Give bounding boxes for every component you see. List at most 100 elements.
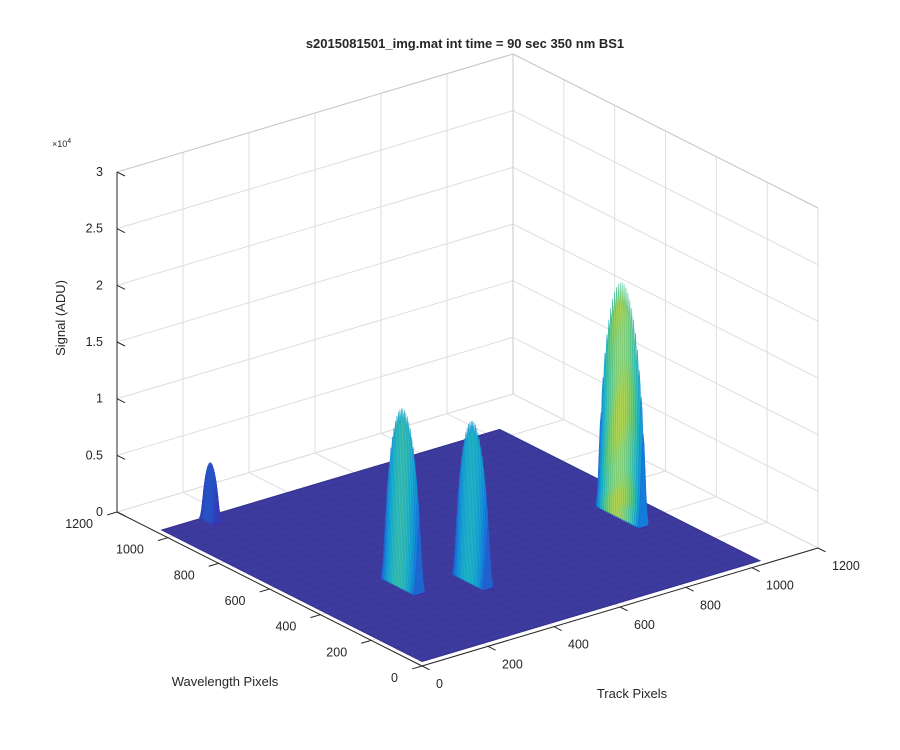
surface-texture-line [283,490,622,592]
z-exponent-power: 4 [67,138,71,145]
surface-texture-line [170,433,509,535]
z-tick-mark [116,454,126,460]
x-tick-label: 1000 [766,579,794,593]
surface-texture-line [278,488,617,590]
z-tick-mark [116,228,126,234]
y-tick-label: 0 [391,671,398,685]
peak-slice [482,524,494,591]
x-tick-label: 400 [568,638,589,652]
surface-texture-line [274,486,613,588]
x-tick-mark [751,567,760,572]
z-tick-label: 1 [96,392,103,406]
surface-texture-line [400,549,739,651]
z-axis-label: Signal (ADU) [53,280,68,356]
x-tick-mark [685,586,694,592]
surface-texture-line [335,516,674,618]
z-tick-label: 0.5 [86,448,103,462]
surface-texture-line [261,479,600,581]
z-tick-label: 2.5 [86,222,103,236]
surface-texture-line [213,455,552,557]
grid-line [512,336,819,492]
tick-labels: 0200400600800100012000200400600800100012… [65,165,860,691]
grid-line [116,336,514,456]
x-tick-label: 0 [436,677,443,691]
grid-line [116,223,514,343]
surface-peak [594,282,651,530]
surface-texture-line [178,437,518,540]
surface-texture-line [339,518,678,621]
z-tick-mark [116,284,126,290]
surface-texture-line [361,529,700,632]
surface-texture-line [378,538,717,640]
peak-slice [413,523,425,596]
surface-texture-line [265,481,604,583]
y-tick-mark [208,562,219,567]
surface-peak [199,462,223,526]
z-exponent-base: ×10 [52,139,67,149]
surface-texture-line [421,560,761,662]
surface-texture-line [408,553,747,656]
surface-texture-line [365,532,704,634]
y-tick-label: 200 [326,645,347,659]
z-tick-mark [116,398,126,404]
z-axis-exponent: ×104 [52,138,71,149]
grid-line [116,280,514,400]
y-tick-mark [361,639,372,644]
surface-texture-line [257,477,596,579]
peak-slice [640,525,651,530]
x-tick-label: 1200 [832,559,860,573]
surface-texture-line [165,431,505,533]
grid-line [512,166,819,322]
box-edge [512,53,819,209]
grid-line [512,110,819,266]
z-tick-mark [116,341,126,347]
grid-line [116,166,514,286]
chart-title: s2015081501_img.mat int time = 90 sec 35… [306,36,624,51]
surface-texture-line [374,536,713,638]
z-tick-mark [116,171,126,177]
surface-texture-line [252,475,591,577]
grid-line [116,393,514,513]
peak-slice [213,499,222,526]
surface-texture-line [404,551,743,653]
surface-peak [379,408,426,597]
surface-texture-line [391,545,730,647]
y-tick-mark [259,588,270,593]
x-tick-mark [553,626,562,631]
grid-line [116,110,514,230]
y-tick-mark [411,665,423,670]
y-tick-label: 1200 [65,517,93,531]
surface-texture-line [270,483,609,586]
surface-plot [160,282,762,663]
surface-peak [451,421,495,592]
box-edge [116,53,514,173]
surface-texture-line [387,542,726,645]
x-axis-label: Track Pixels [597,686,668,701]
y-tick-mark [157,537,168,542]
x-tick-label: 600 [634,618,655,632]
y-tick-label: 600 [225,594,246,608]
grid-line [512,280,819,436]
surface-texture-line [205,450,544,553]
y-tick-label: 800 [174,568,195,582]
surface-texture-line [322,510,661,612]
x-tick-mark [817,547,826,553]
surface-texture-line [174,435,513,537]
surface-texture-line [330,514,669,616]
z-tick-label: 1.5 [86,335,103,349]
y-axis-label: Wavelength Pixels [172,674,279,689]
surface-texture-line [382,540,721,643]
z-tick-label: 0 [96,505,103,519]
y-tick-label: 1000 [116,543,144,557]
x-tick-label: 200 [502,657,523,671]
y-tick-mark [310,614,321,619]
y-tick-mark [106,511,118,516]
z-tick-label: 3 [96,165,103,179]
surface-texture-line [417,558,756,660]
peak-slice [484,587,495,592]
x-tick-mark [487,645,496,651]
surface-texture-line [348,523,687,625]
x-tick-mark [421,665,430,671]
surface-texture-line [209,453,548,555]
